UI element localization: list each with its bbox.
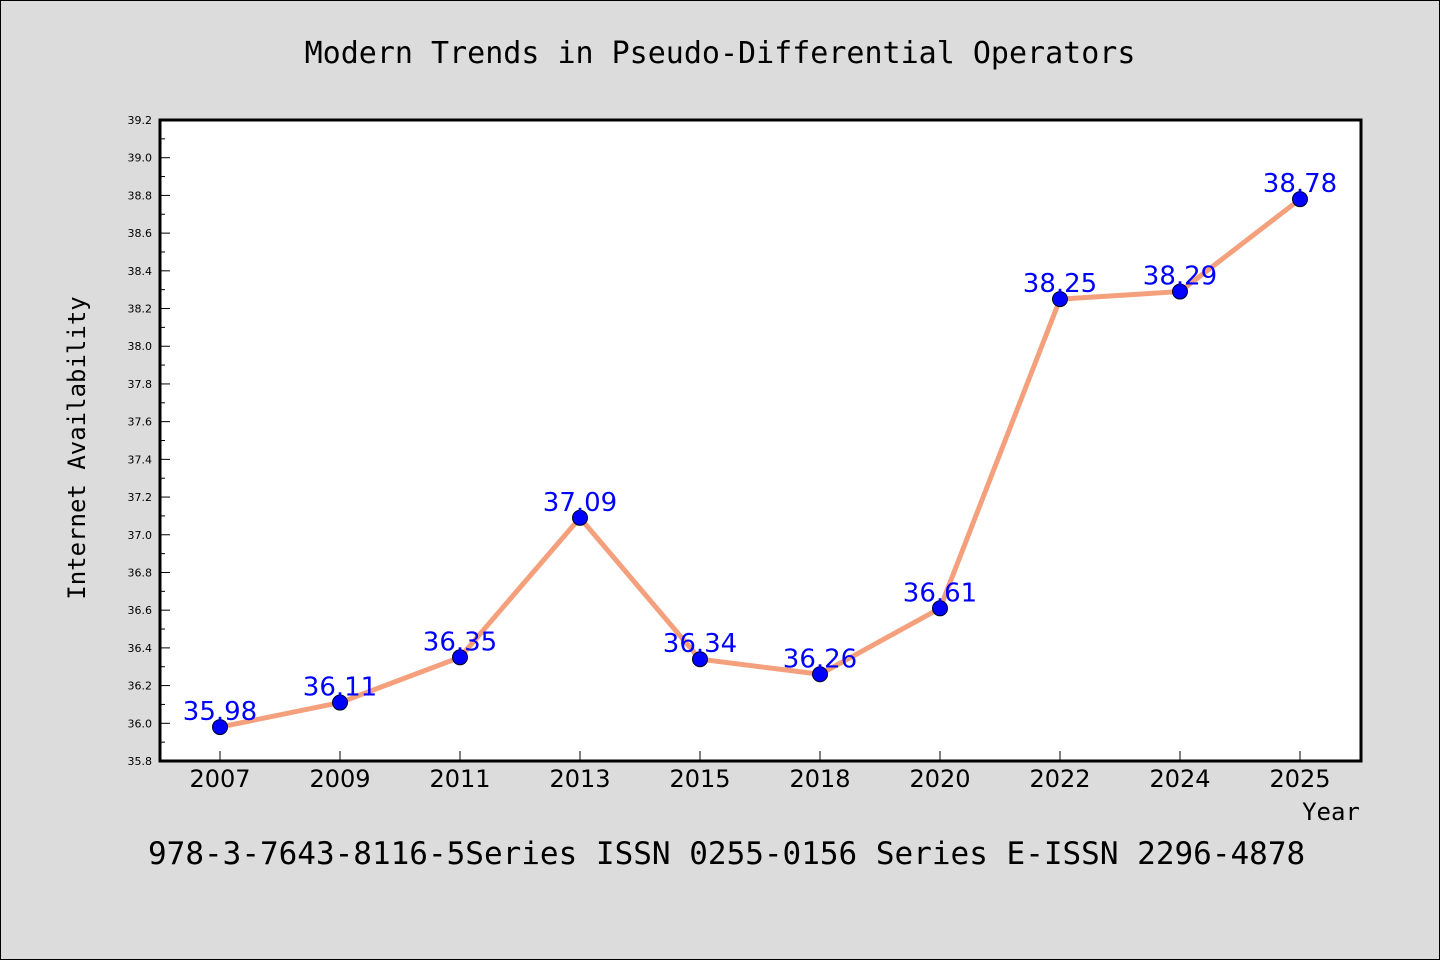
data-point-marker: [1172, 283, 1188, 300]
data-label: 36.34: [663, 629, 737, 659]
data-label: 36.61: [903, 578, 977, 608]
y-tick-label: 39.2: [128, 114, 153, 127]
y-tick-label: 37.8: [128, 378, 153, 391]
data-label-group: 35.98 36.11 36.35 37.09 36.34 36.26 36.61 38.25…: [183, 169, 1337, 727]
data-label: 36.35: [423, 627, 497, 657]
x-tick-label: 2015: [669, 765, 730, 793]
y-axis-label: Internet Availability: [63, 296, 91, 599]
y-tick-label: 36.2: [128, 680, 153, 693]
x-tick-label: 2007: [189, 765, 250, 793]
x-tick-label: 2009: [309, 765, 370, 793]
x-tick-label: 2018: [789, 765, 850, 793]
data-label: 35.98: [183, 697, 257, 727]
chart-title: Modern Trends in Pseudo-Differential Ope…: [305, 36, 1136, 71]
plot-border: [158, 118, 1363, 763]
y-tick-label: 35.8: [128, 755, 153, 768]
data-label: 38.25: [1023, 269, 1097, 299]
plot-area: [160, 120, 1361, 761]
y-tick-label: 38.8: [128, 189, 153, 202]
y-tick-label: 36.6: [128, 604, 153, 617]
data-point-marker: [812, 666, 828, 683]
y-tick-label: 37.6: [128, 416, 153, 429]
x-tick-label: 2013: [549, 765, 610, 793]
y-tick-label: 39.0: [128, 152, 153, 165]
y-tick-label: 37.2: [128, 491, 153, 504]
marker-group: [212, 191, 1308, 736]
y-tick-label: 37.0: [128, 529, 153, 542]
y-axis: 35.8 36.0 36.2 36.4 36.6 36.8 37.0 37.2 37.4 37.6…: [128, 114, 170, 768]
x-tick-label: 2020: [909, 765, 970, 793]
y-tick-label: 36.0: [128, 717, 153, 730]
y-tick-label: 38.6: [128, 227, 153, 240]
data-label: 38.29: [1143, 262, 1217, 292]
data-point-marker: [1052, 291, 1068, 308]
data-point-marker: [212, 719, 228, 736]
data-point-marker: [452, 649, 468, 666]
data-label: 37.09: [543, 488, 617, 518]
data-label: 36.26: [783, 644, 857, 674]
data-point-marker: [332, 694, 348, 711]
y-tick-label: 38.2: [128, 303, 153, 316]
series-line-group: [219, 197, 1302, 730]
data-label: 36.11: [303, 673, 377, 703]
y-tick-label: 37.4: [128, 453, 153, 466]
data-point-marker: [572, 509, 588, 526]
x-tick-label: 2022: [1029, 765, 1090, 793]
x-tick-label: 2024: [1149, 765, 1210, 793]
footer-text: 978-3-7643-8116-5Series ISSN 0255-0156 S…: [148, 836, 1305, 872]
x-axis-label: Year: [1302, 798, 1360, 826]
data-point-marker: [1292, 191, 1308, 208]
y-tick-label: 36.4: [128, 642, 153, 655]
y-tick-label: 38.4: [128, 265, 153, 278]
y-tick-label: 36.8: [128, 566, 153, 579]
data-point-marker: [692, 651, 708, 668]
data-point-marker: [932, 600, 948, 617]
x-axis: 2007 2009 2011 2013 2015 2018 2020 2022 2024 2025: [189, 751, 1331, 793]
x-tick-label: 2025: [1269, 765, 1330, 793]
y-tick-label: 38.0: [128, 340, 153, 353]
x-tick-label: 2011: [429, 765, 490, 793]
data-label: 38.78: [1263, 169, 1337, 199]
series-line: [219, 197, 1302, 730]
